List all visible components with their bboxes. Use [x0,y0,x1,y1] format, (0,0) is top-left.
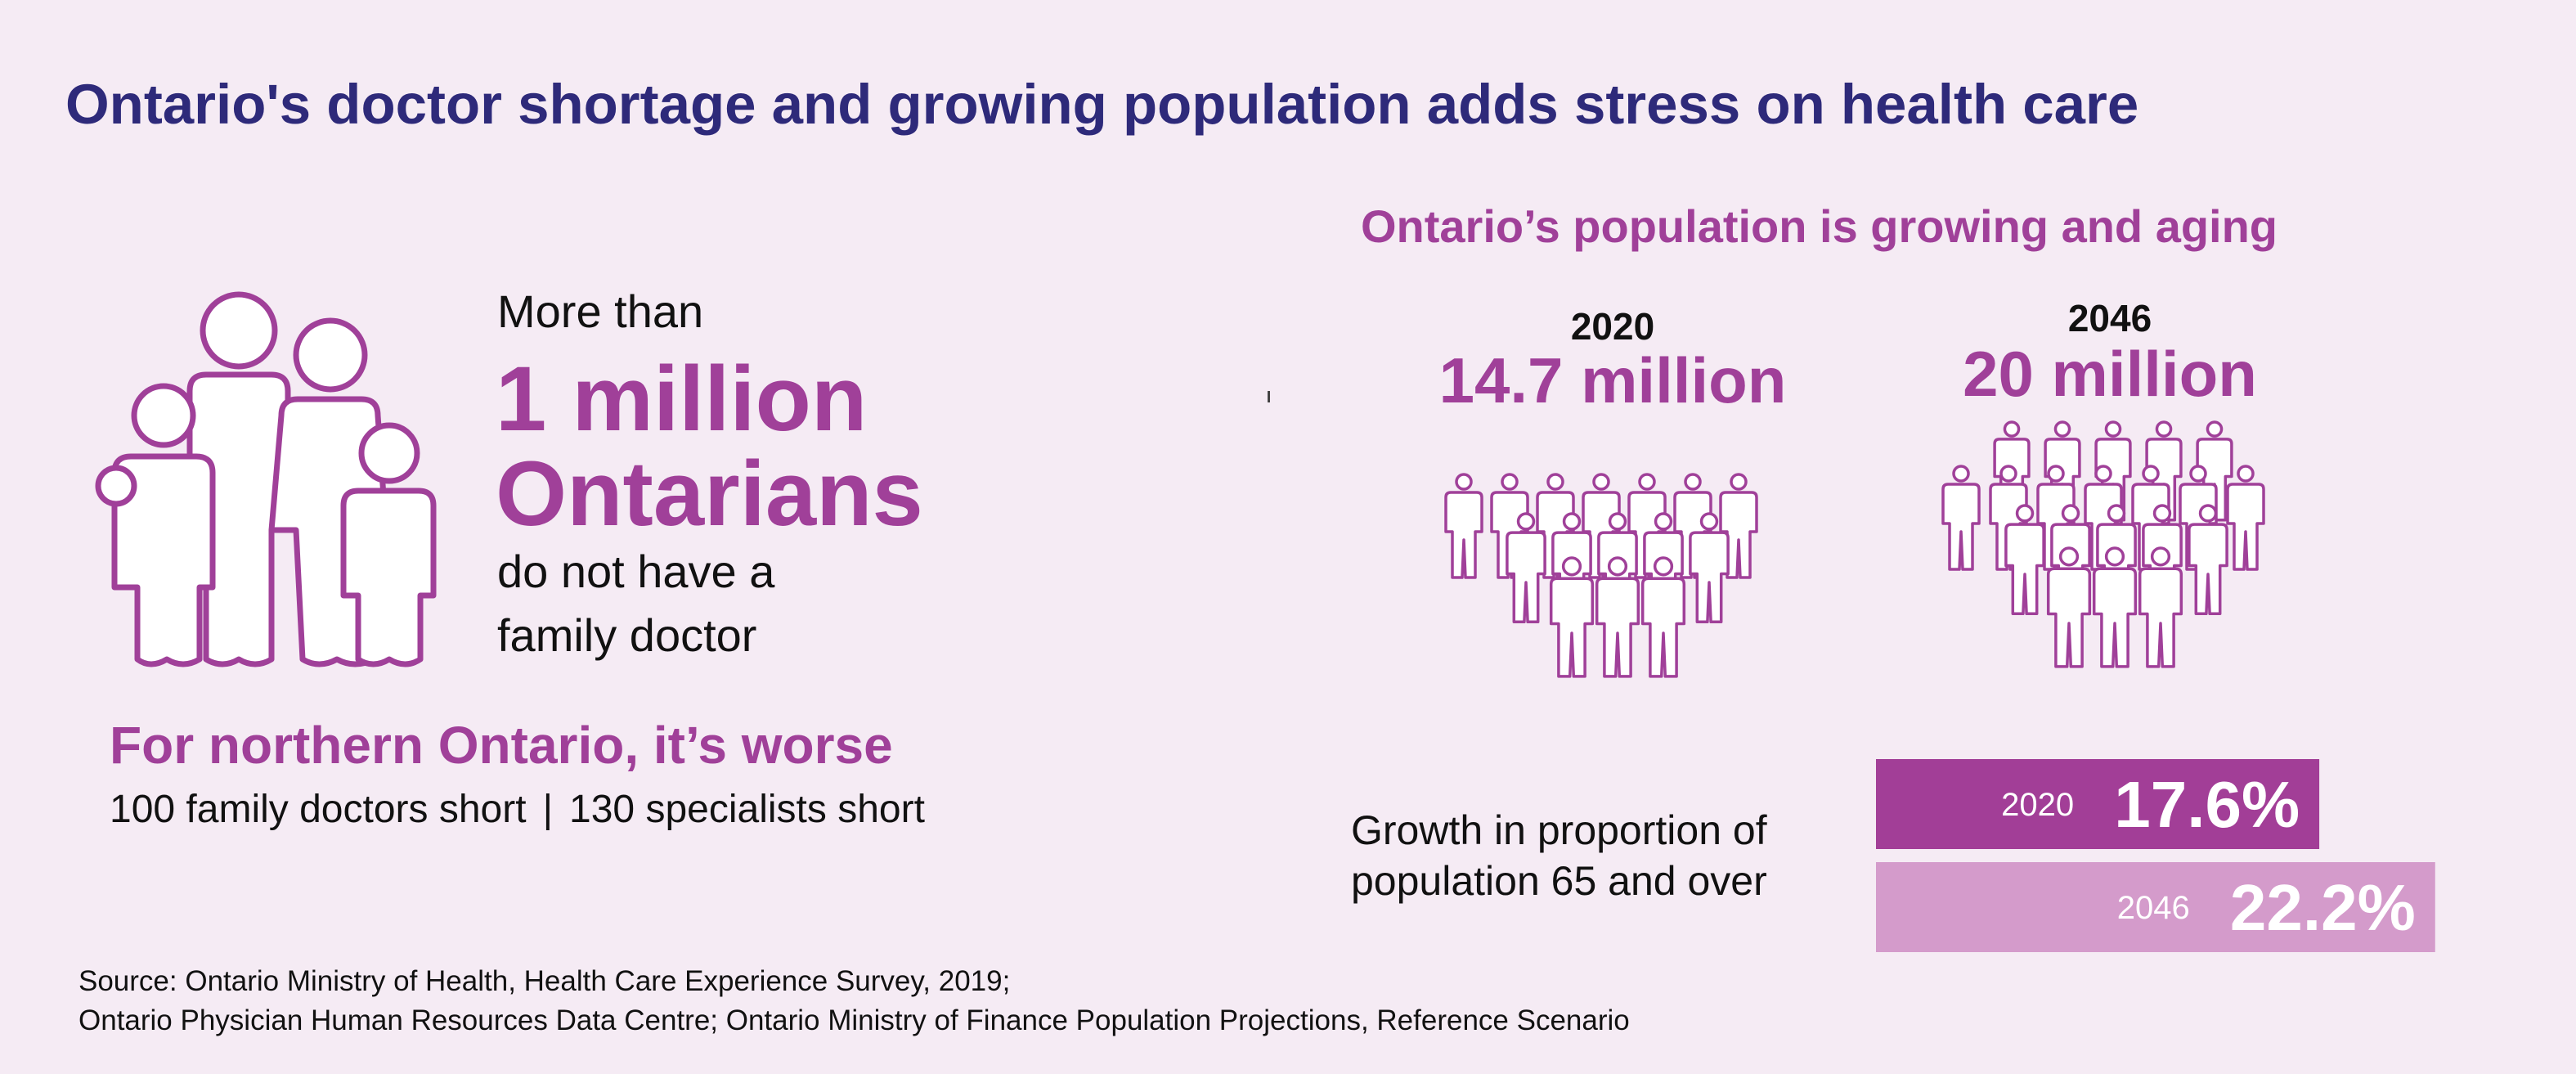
person-icon [2046,546,2092,668]
no-doctor-line-2: family doctor [497,609,757,661]
population-2020-value: 14.7 million [1438,344,1787,416]
bar-value-label: 17.6% [2114,768,2300,841]
bar-value-label: 22.2% [2230,871,2416,944]
population-2046-value: 20 million [1963,338,2257,410]
person-icon [1595,556,1640,678]
crowd-icon-2020 [1444,473,1758,678]
family-icon [95,291,437,667]
person-icon [2092,546,2138,668]
year-2020-label: 2020 [1570,305,1655,348]
separator: | [542,788,554,831]
growth-label-line-2: population 65 and over [1351,858,1767,904]
person-icon [2004,504,2045,616]
person-icon [1941,465,1981,571]
senior-share-bar-chart: 2020 17.6% 2046 22.2% [1876,759,2435,952]
headline-1-million: 1 million [496,348,868,450]
source-line-1: Source: Ontario Ministry of Health, Heal… [79,965,1011,997]
bar-2046 [1876,862,2435,952]
specialists-short: 130 specialists short [569,788,925,831]
person-icon [1719,473,1758,579]
bar-year-label: 2020 [2001,787,2074,823]
no-doctor-line-1: do not have a [497,546,775,597]
population-subtitle: Ontario’s population is growing and agin… [1361,200,2278,252]
northern-title: For northern Ontario, it’s worse [110,716,893,775]
crowd-icon-2046 [1941,420,2265,668]
person-icon [2226,465,2265,571]
person-icon [1689,512,1730,624]
family-doctors-short: 100 family doctors short [110,788,527,831]
northern-shortages: 100 family doctors short | 130 specialists… [110,787,925,832]
person-icon [1444,473,1483,579]
person-icon [1640,556,1686,678]
person-icon [2188,504,2228,616]
divider-mark [1268,391,1270,402]
bar-year-label: 2046 [2117,890,2190,926]
growth-label-line-1: Growth in proportion of [1351,807,1767,853]
person-icon [2138,546,2183,668]
person-icon [1549,556,1595,678]
bar-2020 [1876,759,2320,849]
page-title: Ontario's doctor shortage and growing po… [65,73,2139,136]
headline-ontarians: Ontarians [496,443,923,545]
year-2046-label: 2046 [2067,297,2152,339]
source-line-2: Ontario Physician Human Resources Data C… [79,1004,1630,1036]
more-than-label: More than [497,285,704,337]
person-icon [1506,512,1546,624]
